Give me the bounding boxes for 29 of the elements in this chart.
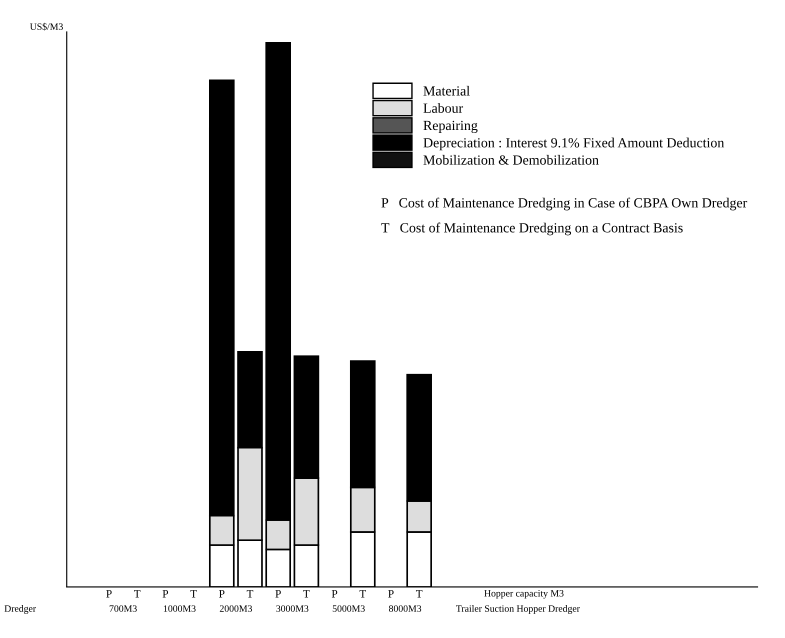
x-tick-label: P [219, 590, 224, 598]
text: 1000M3 [164, 605, 196, 612]
legend-label: Depreciation : Interest 9.1% Fixed Amount Deduction [423, 138, 724, 150]
text: 8000M3 [388, 605, 422, 612]
text: 3000M3 [276, 605, 308, 612]
x-tick-label: T [360, 590, 366, 598]
y-axis-title: US$/M3 [30, 22, 63, 31]
text: Hopper capacity M3 [484, 590, 564, 599]
x-tick-label: P [275, 590, 281, 598]
x-tick-label: T [246, 590, 254, 598]
x-tick-label: P [162, 590, 168, 598]
legend-label: Mobilization & Demobilization [423, 154, 599, 165]
x-tick-label: P [388, 590, 394, 598]
annotation: T Cost of Maintenance Dredging on a Contract Basis [381, 222, 683, 236]
text: 700M3 [110, 605, 137, 612]
legend-label: Material [423, 86, 470, 96]
x-tick-label: T [416, 590, 422, 598]
x-tick-label: P [332, 590, 338, 598]
annotation: P Cost of Maintenance Dredging in Case of CBPA Own Dredger [381, 198, 748, 210]
text: 5000M3 [332, 605, 365, 612]
text: 2000M3 [220, 605, 252, 612]
x-tick-label: T [134, 590, 140, 598]
legend-label: Repairing [423, 120, 478, 133]
text: Trailer Suction Hopper Dredger [456, 605, 580, 614]
legend-label: Labour [423, 103, 464, 113]
x-tick-label: T [190, 590, 197, 598]
text: Dredger [4, 605, 36, 614]
x-tick-label: T [303, 590, 310, 598]
x-tick-label: P [106, 590, 112, 598]
